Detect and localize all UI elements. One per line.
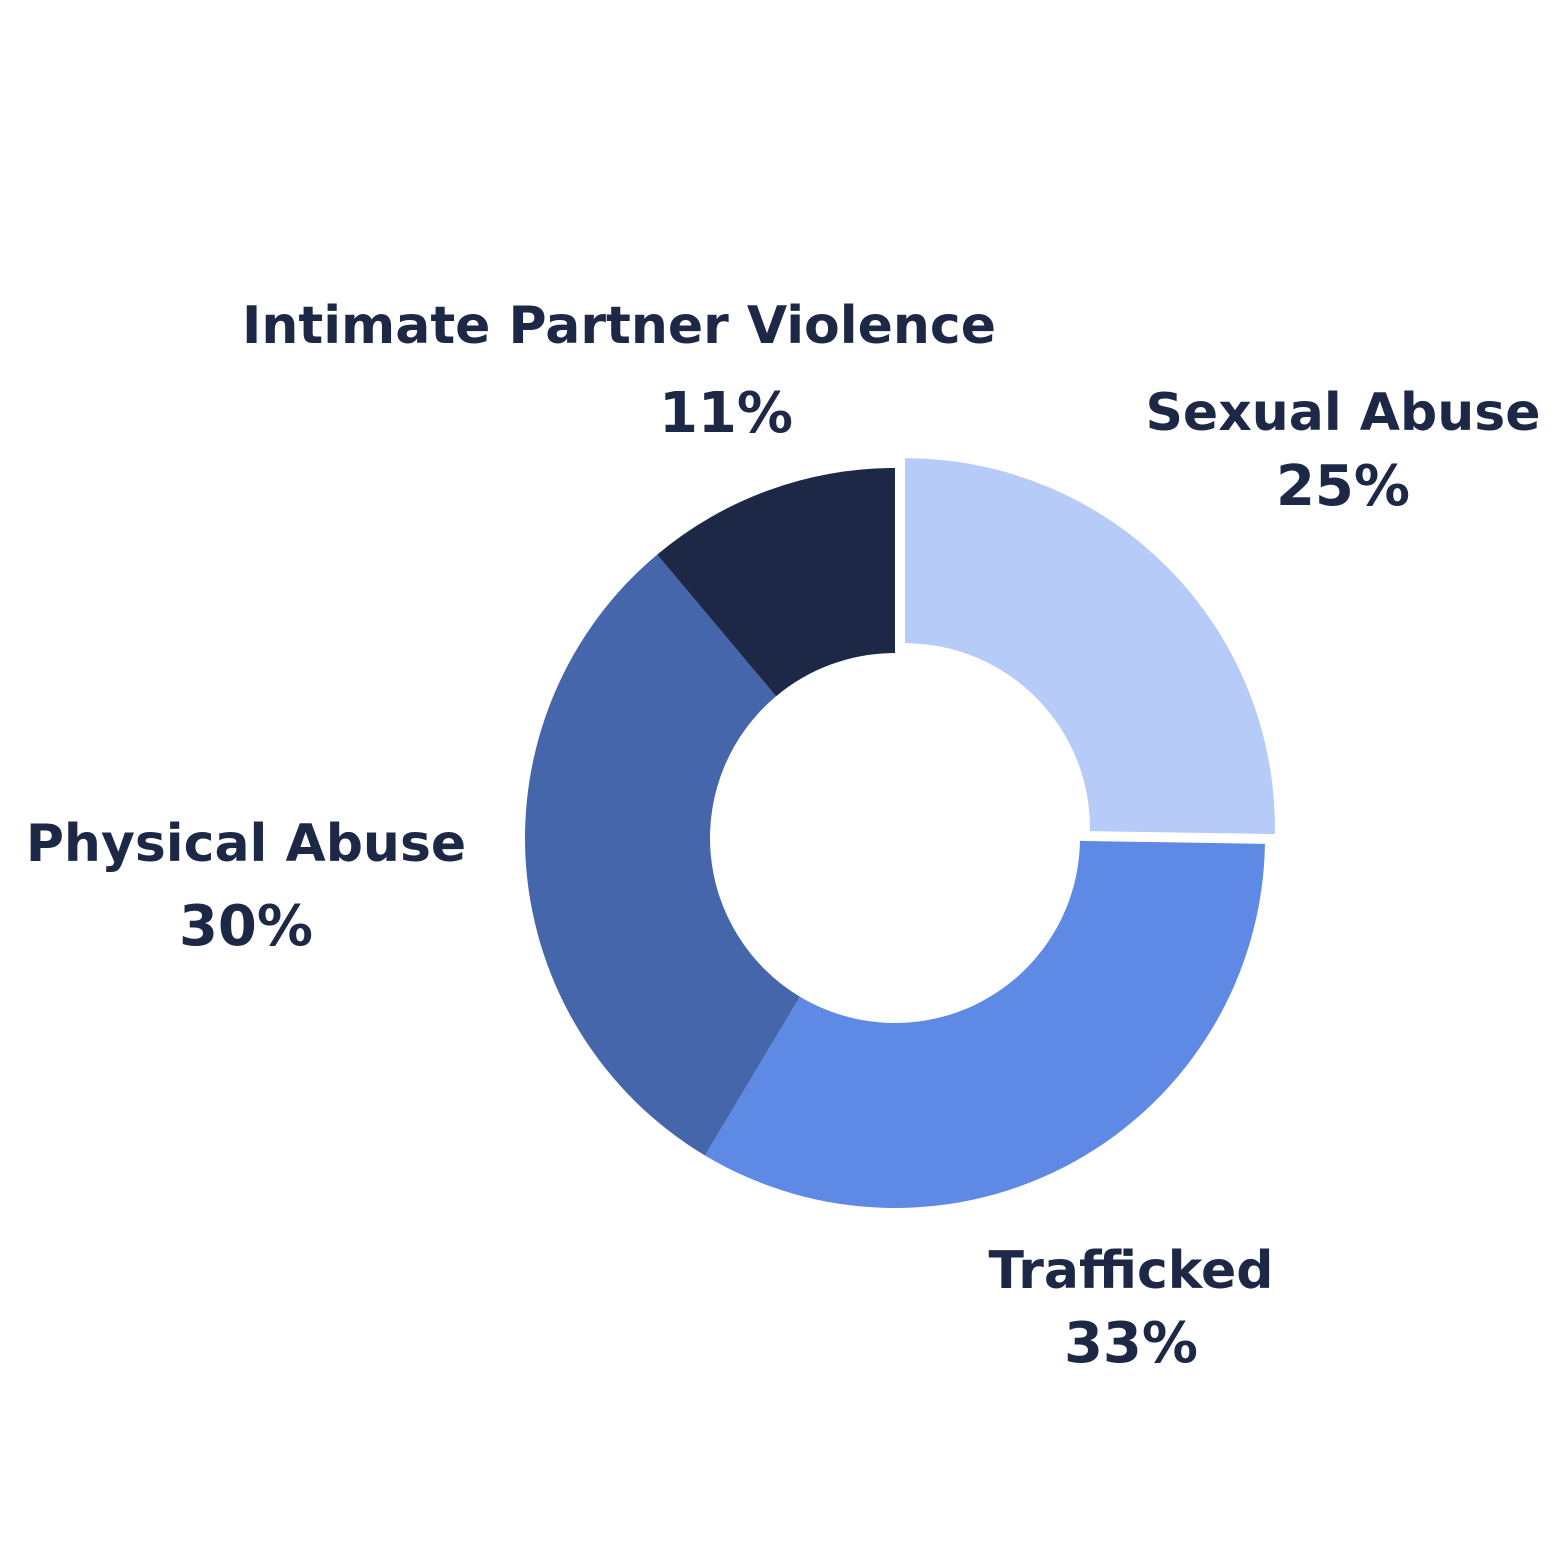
value-intimate-partner-violence: 11%	[659, 381, 793, 446]
value-physical-abuse: 30%	[179, 894, 313, 959]
label-sexual-abuse: Sexual Abuse	[1145, 383, 1540, 443]
slice-intimate-partner-violence	[657, 468, 895, 697]
slice-trafficked	[704, 840, 1265, 1208]
label-intimate-partner-violence: Intimate Partner Violence	[242, 296, 996, 356]
value-sexual-abuse: 25%	[1276, 454, 1410, 519]
slice-labels: Sexual Abuse 25% Trafficked 33% Physical…	[26, 296, 1541, 1376]
label-trafficked: Trafficked	[989, 1241, 1274, 1301]
slice-physical-abuse	[525, 554, 800, 1156]
slice-sexual-abuse	[904, 458, 1275, 835]
label-physical-abuse: Physical Abuse	[26, 814, 466, 874]
donut-slices	[525, 458, 1275, 1208]
value-trafficked: 33%	[1064, 1311, 1198, 1376]
